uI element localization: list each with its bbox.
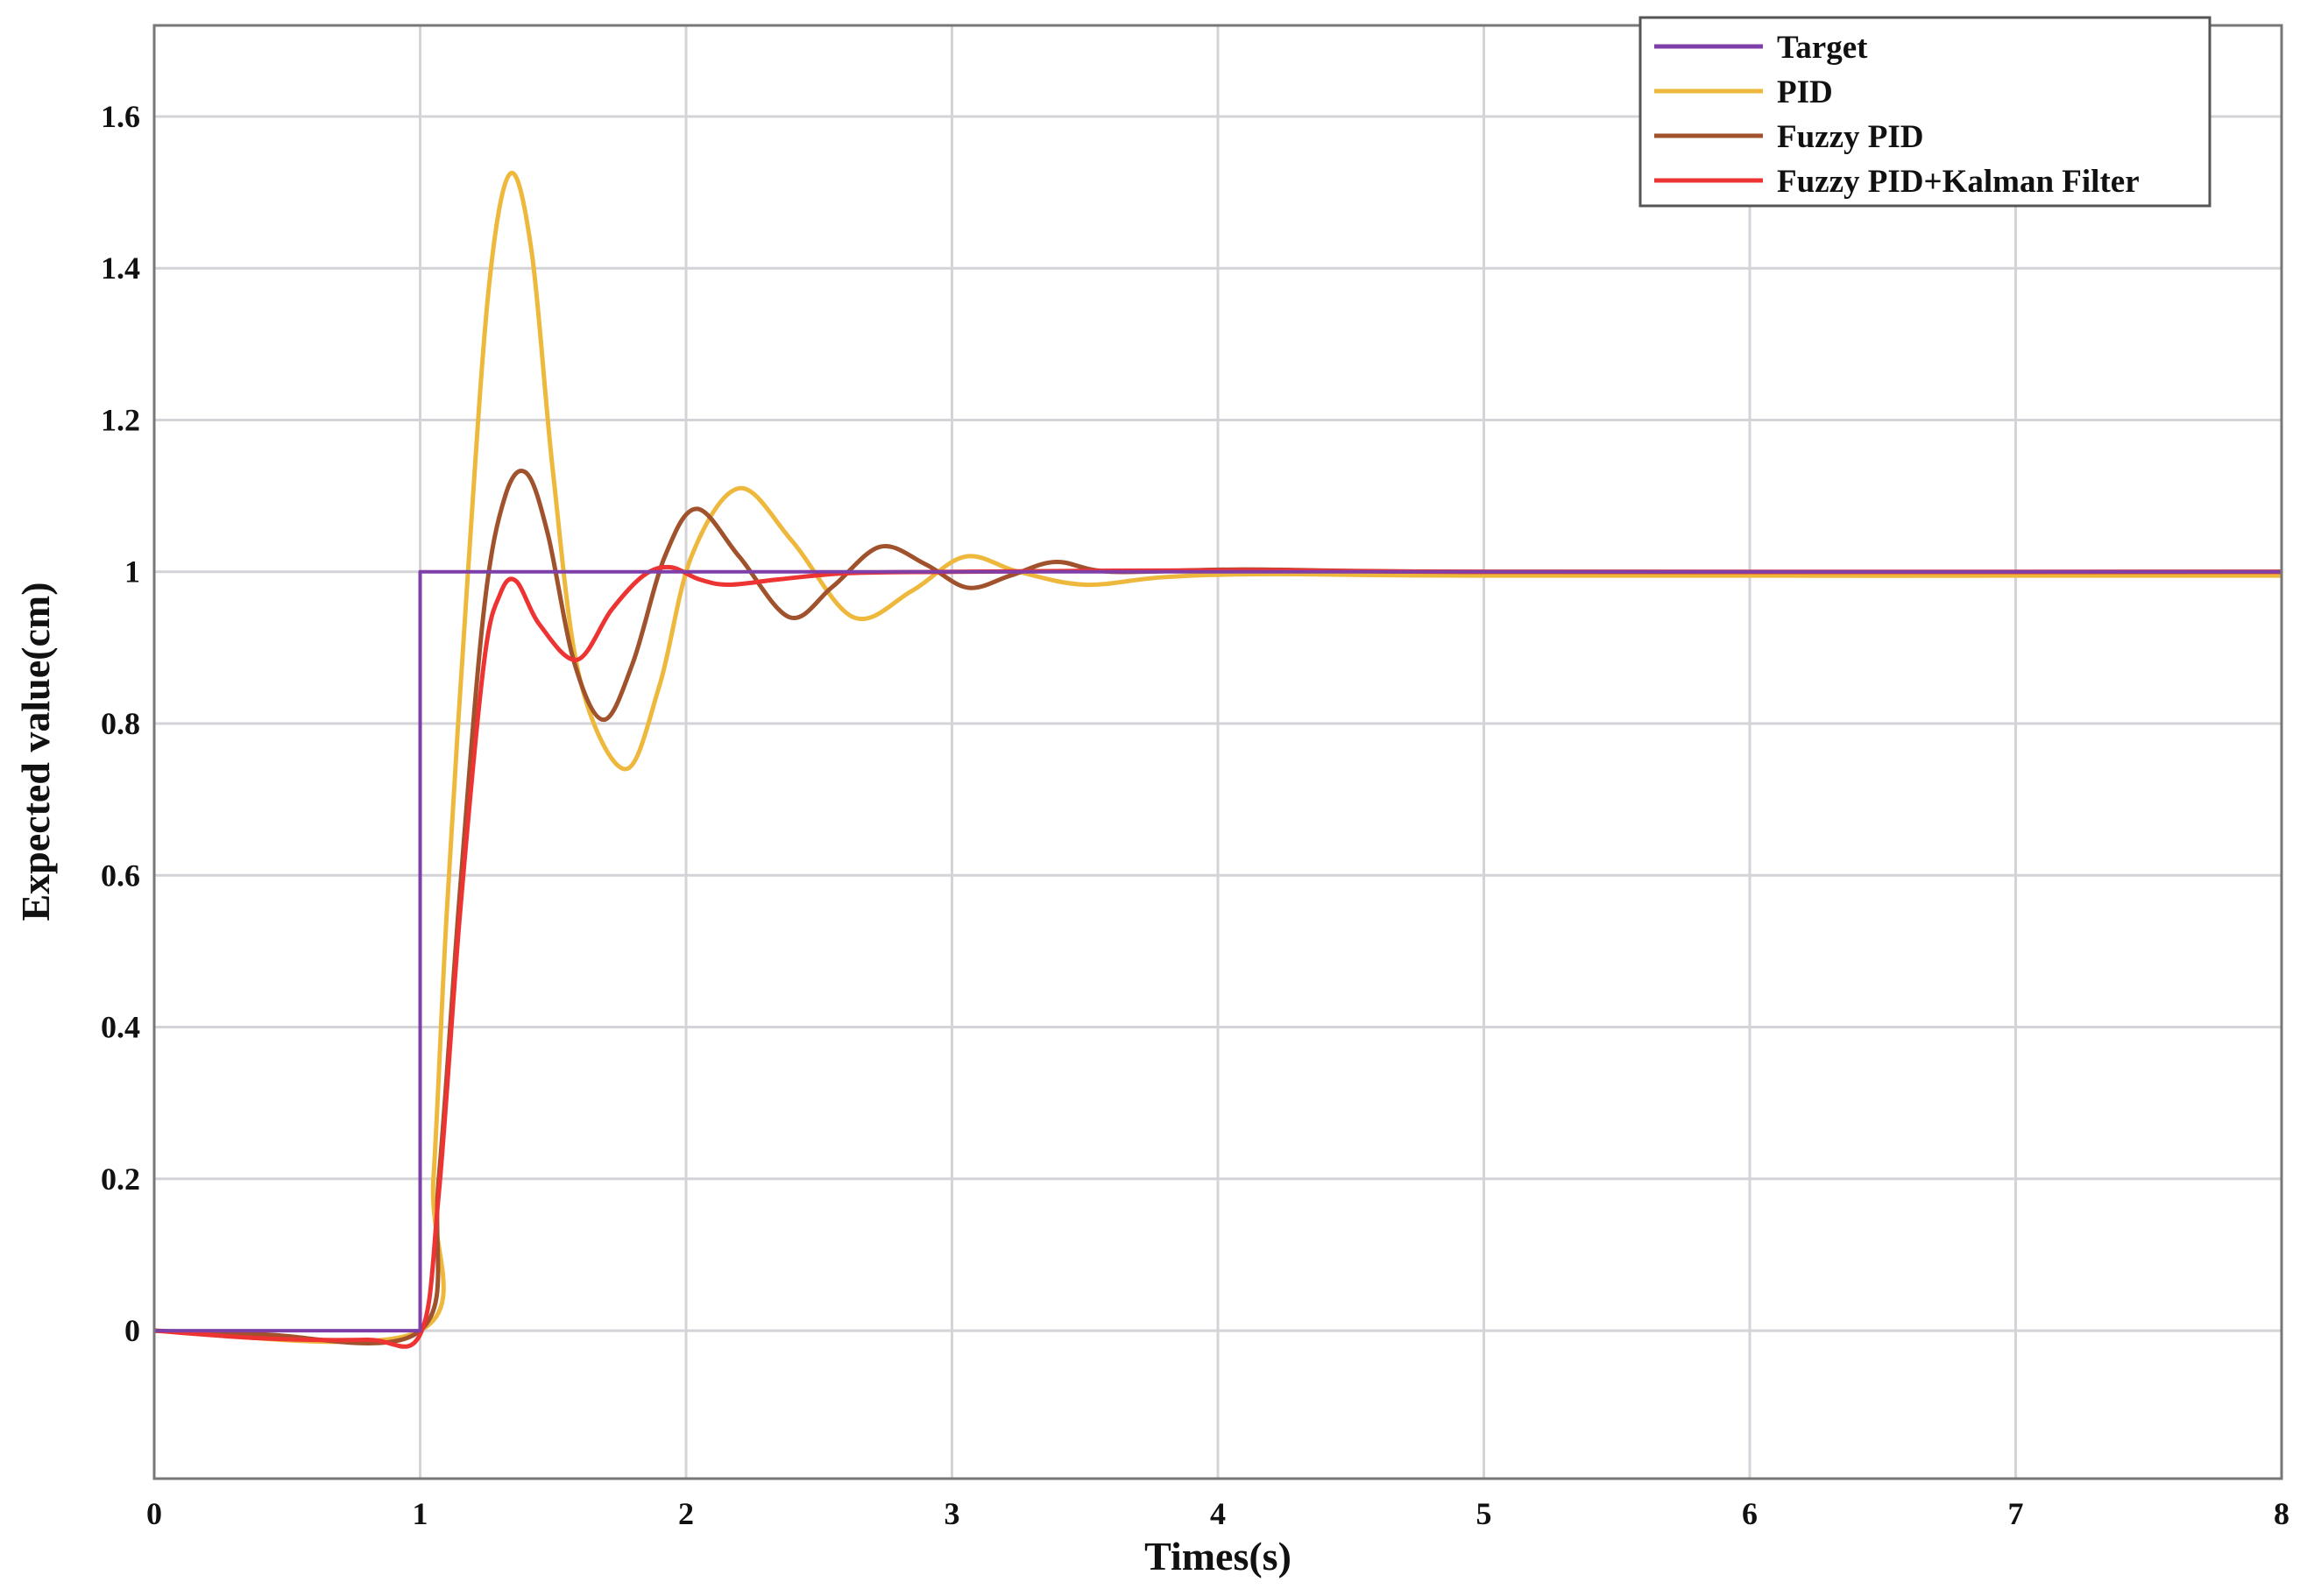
x-tick-label: 4 — [1210, 1496, 1226, 1531]
y-tick-label: 1.6 — [101, 99, 140, 134]
y-tick-label: 1 — [124, 554, 140, 590]
x-tick-label: 7 — [2008, 1496, 2024, 1531]
y-tick-label: 0 — [124, 1313, 140, 1348]
x-axis-label: Times(s) — [1144, 1534, 1291, 1578]
x-tick-label: 3 — [945, 1496, 960, 1531]
legend-entry: Fuzzy PID — [1777, 119, 1924, 155]
y-tick-labels: 0 0.2 0.4 0.6 0.8 1 1.2 1.4 1.6 — [101, 99, 140, 1348]
y-tick-label: 1.2 — [101, 402, 140, 437]
series-line-target — [154, 569, 2282, 1333]
legend: Target PID Fuzzy PID Fuzzy PID+Kalman Filte… — [1638, 16, 2211, 208]
y-tick-label: 0.4 — [101, 1010, 140, 1045]
plot-frame — [152, 24, 2283, 1480]
legend-entry: Fuzzy PID+Kalman Filter — [1777, 164, 2140, 200]
x-tick-labels: 0 1 2 3 4 5 6 7 8 — [146, 1496, 2289, 1531]
grid — [152, 25, 2283, 1479]
legend-box — [1638, 16, 2211, 208]
x-tick-label: 5 — [1476, 1496, 1492, 1531]
y-axis-label: Expected value(cm) — [13, 582, 58, 921]
x-tick-label: 1 — [413, 1496, 428, 1531]
legend-entry: Target — [1777, 30, 1868, 66]
series-line-pid — [153, 170, 2282, 1345]
series-lines — [153, 170, 2282, 1349]
x-tick-label: 2 — [678, 1496, 694, 1531]
x-tick-label: 8 — [2274, 1496, 2289, 1531]
y-tick-label: 1.4 — [101, 251, 140, 286]
y-tick-label: 0.8 — [101, 706, 140, 741]
legend-entry: PID — [1777, 74, 1833, 110]
y-tick-label: 0.2 — [101, 1162, 140, 1197]
x-tick-label: 6 — [1742, 1496, 1758, 1531]
x-tick-label: 0 — [146, 1496, 162, 1531]
y-tick-label: 0.6 — [101, 858, 140, 893]
